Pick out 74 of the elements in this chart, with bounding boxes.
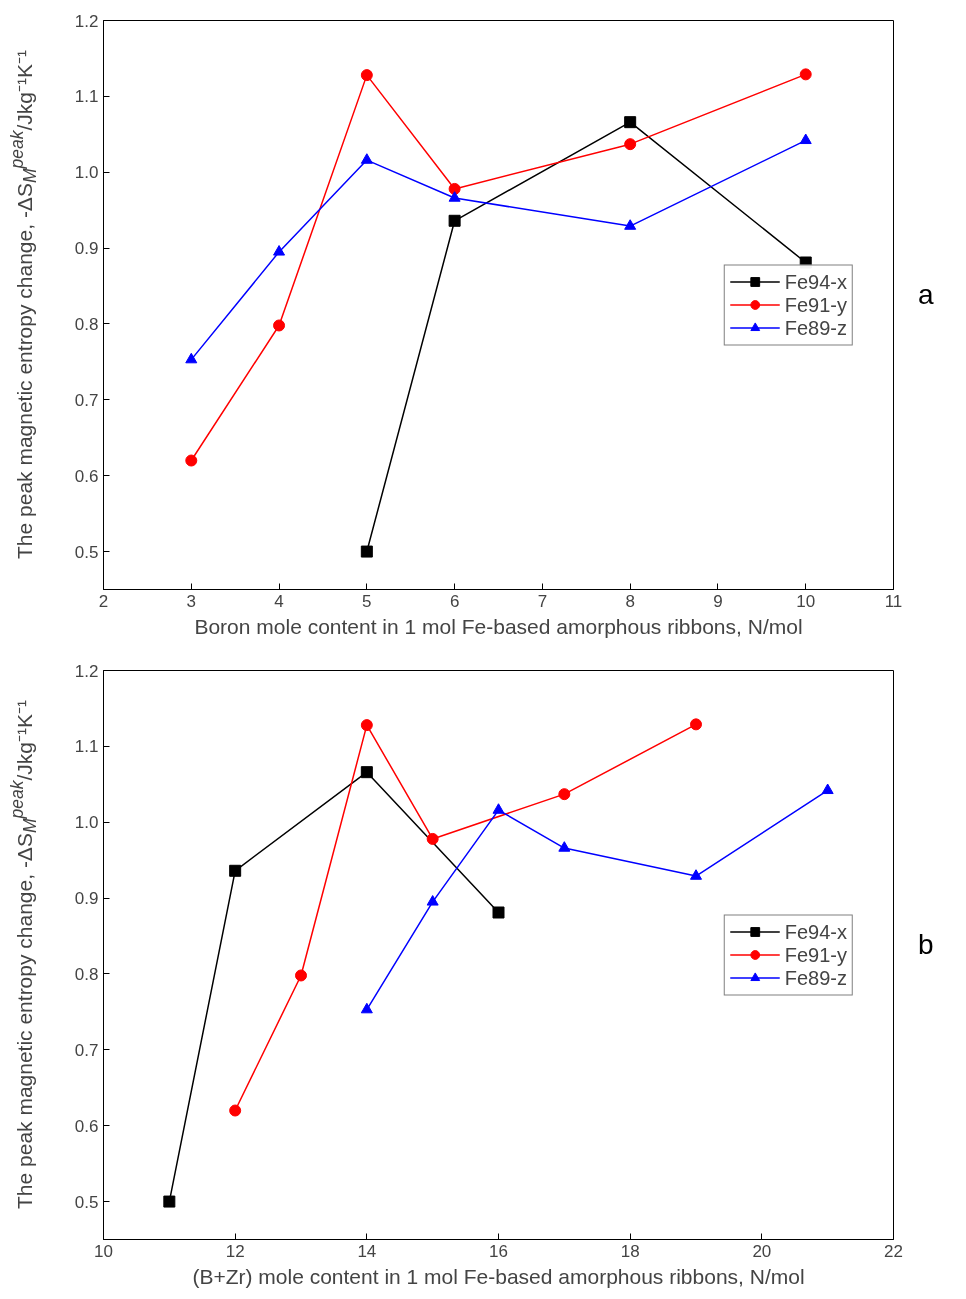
legend-label: Fe94-x bbox=[784, 270, 847, 293]
point bbox=[360, 545, 373, 558]
x-tick-label: 9 bbox=[713, 591, 723, 611]
y-tick-label: 0.7 bbox=[74, 390, 99, 410]
point bbox=[426, 895, 439, 906]
x-axis-title: (B+Zr) mole content in 1 mol Fe-based amorphous ribbons, N/mol bbox=[192, 1264, 805, 1288]
x-tick-label: 10 bbox=[94, 1241, 113, 1261]
legend-label: Fe91-y bbox=[784, 943, 847, 966]
x-tick-label: 18 bbox=[620, 1241, 640, 1261]
x-tick-label: 4 bbox=[274, 591, 284, 611]
point bbox=[426, 832, 439, 845]
y-tick-label: 1.2 bbox=[74, 11, 99, 31]
y-tick-label: 0.9 bbox=[74, 889, 99, 909]
y-tick-label: 0.5 bbox=[74, 1192, 99, 1212]
y-tick-label: 0.6 bbox=[74, 1116, 99, 1136]
y-tick-label: 0.9 bbox=[74, 239, 99, 259]
point bbox=[558, 841, 571, 852]
point bbox=[690, 718, 702, 731]
point bbox=[448, 182, 461, 195]
point bbox=[492, 803, 505, 814]
x-tick-label: 5 bbox=[362, 591, 372, 611]
legend-label: Fe89-z bbox=[784, 316, 847, 339]
point bbox=[185, 352, 198, 364]
x-tick-label: 16 bbox=[489, 1241, 508, 1261]
point bbox=[185, 454, 198, 467]
x-tick-label: 3 bbox=[186, 591, 197, 611]
point bbox=[295, 969, 307, 982]
point bbox=[799, 133, 812, 145]
point bbox=[799, 68, 812, 81]
x-tick-label: 7 bbox=[537, 591, 548, 611]
point bbox=[448, 191, 461, 202]
legend-label: Fe91-y bbox=[784, 293, 847, 316]
point bbox=[690, 869, 702, 880]
x-tick-label: 10 bbox=[796, 591, 816, 611]
point bbox=[229, 864, 242, 877]
x-tick-label: 11 bbox=[884, 591, 903, 611]
point bbox=[492, 906, 505, 919]
point bbox=[624, 116, 637, 129]
y-tick-label: 0.5 bbox=[74, 542, 99, 562]
point bbox=[360, 69, 373, 82]
point bbox=[821, 783, 834, 795]
y-tick-label: 0.6 bbox=[74, 466, 99, 486]
point bbox=[163, 1195, 176, 1208]
y-tick-label: 1.1 bbox=[74, 87, 99, 107]
x-tick-label: 20 bbox=[752, 1241, 772, 1261]
y-tick-label: 1.2 bbox=[74, 661, 99, 681]
point bbox=[229, 1104, 242, 1117]
legend-label: Fe94-x bbox=[784, 920, 847, 943]
point bbox=[448, 214, 461, 227]
x-tick-label: 2 bbox=[98, 591, 109, 611]
text: b bbox=[918, 928, 934, 962]
point bbox=[624, 138, 637, 151]
y-tick-label: 1.0 bbox=[74, 163, 99, 183]
y-tick-label: 1.1 bbox=[74, 737, 99, 757]
point bbox=[360, 766, 373, 779]
point bbox=[360, 153, 373, 164]
point bbox=[273, 245, 286, 256]
y-tick-label: 1.0 bbox=[74, 813, 99, 833]
y-tick-label: 0.8 bbox=[74, 964, 99, 984]
x-tick-label: 12 bbox=[225, 1241, 245, 1261]
point bbox=[360, 1002, 373, 1014]
text: a bbox=[918, 278, 934, 312]
x-axis-title: Boron mole content in 1 mol Fe-based amorphous ribbons, N/mol bbox=[194, 614, 803, 638]
x-tick-label: 22 bbox=[884, 1241, 903, 1261]
y-tick-label: 0.8 bbox=[74, 314, 99, 334]
x-tick-label: 6 bbox=[449, 591, 460, 611]
point bbox=[360, 719, 373, 732]
legend-label: Fe89-z bbox=[784, 966, 847, 989]
point bbox=[558, 788, 571, 801]
x-tick-label: 8 bbox=[625, 591, 635, 611]
point bbox=[624, 219, 637, 230]
x-tick-label: 14 bbox=[357, 1241, 377, 1261]
y-tick-label: 0.7 bbox=[74, 1040, 99, 1060]
point bbox=[273, 319, 286, 332]
